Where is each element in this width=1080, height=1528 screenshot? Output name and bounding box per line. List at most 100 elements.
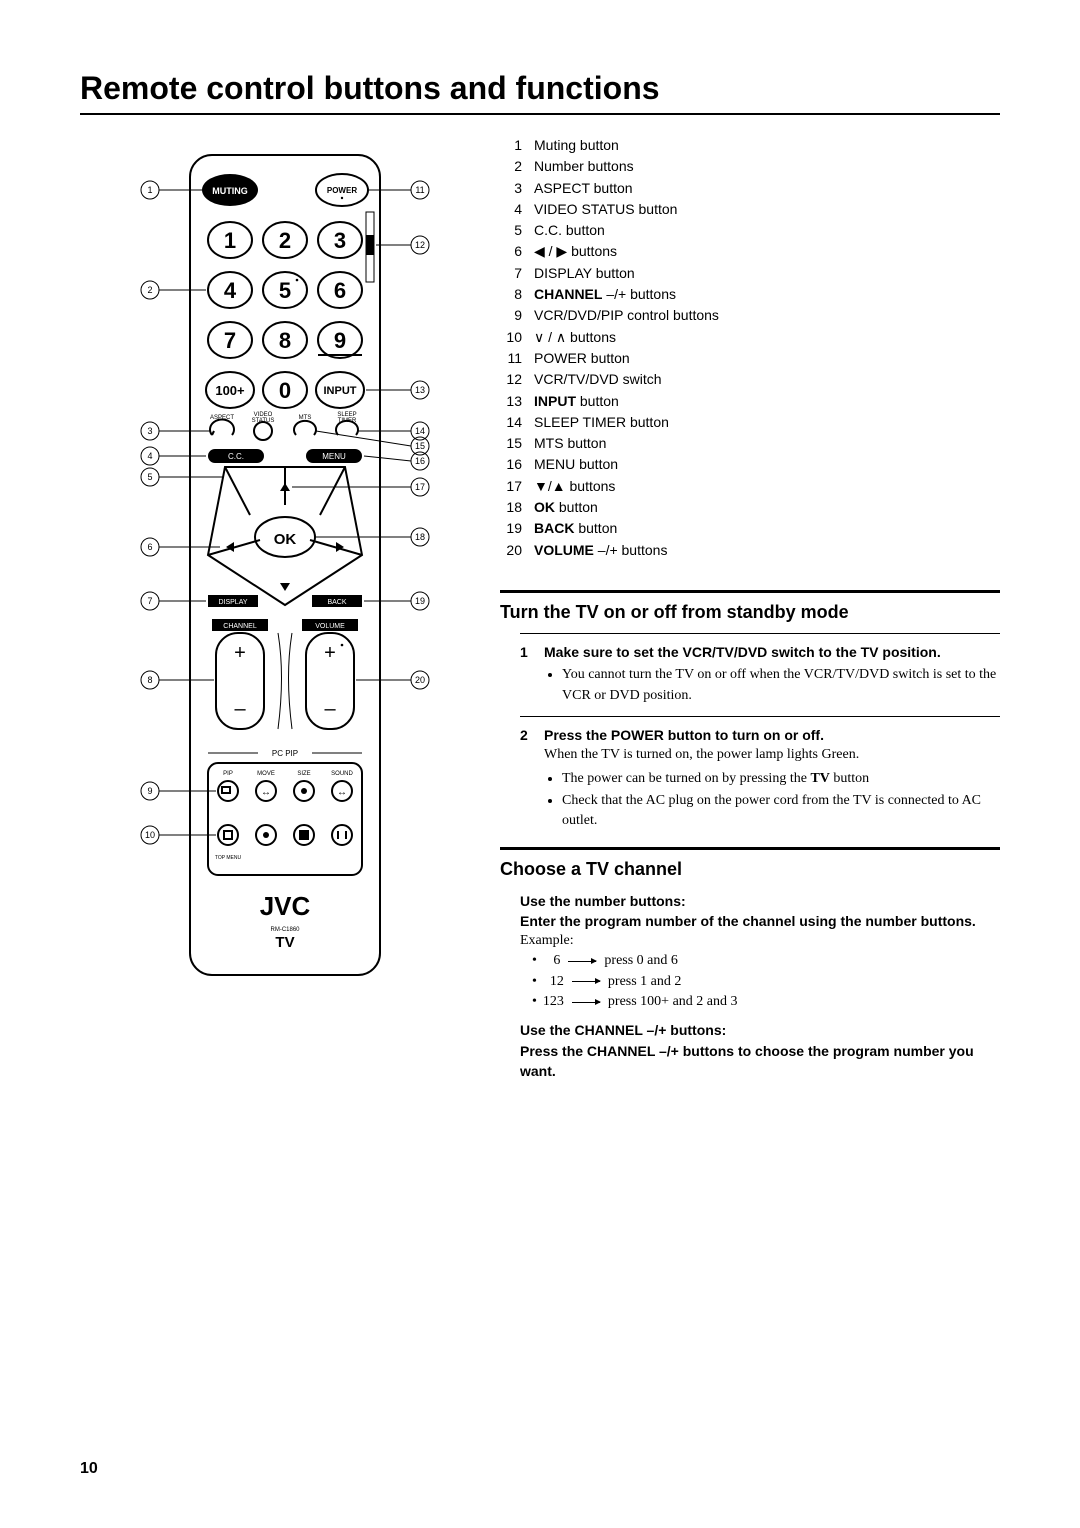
svg-text:PC PIP: PC PIP: [272, 749, 298, 758]
svg-text:SOUND: SOUND: [331, 771, 353, 777]
svg-text:16: 16: [415, 456, 425, 466]
svg-text:DISPLAY: DISPLAY: [218, 599, 247, 606]
step-number: 2: [520, 725, 534, 833]
button-list-row: 18OK button: [500, 497, 1000, 517]
svg-text:1: 1: [147, 185, 152, 195]
title-divider: [80, 113, 1000, 115]
svg-text:↔: ↔: [337, 787, 347, 798]
svg-text:BACK: BACK: [327, 599, 346, 606]
svg-text:INPUT: INPUT: [324, 385, 357, 397]
svg-text:VOLUME: VOLUME: [315, 623, 345, 630]
step-bullet: Check that the AC plug on the power cord…: [562, 791, 1000, 832]
sub-title: Use the CHANNEL –/+ buttons:: [520, 1020, 1000, 1040]
button-list-row: 9VCR/DVD/PIP control buttons: [500, 305, 1000, 325]
button-list-row: 19BACK button: [500, 518, 1000, 538]
sub-body: Press the CHANNEL –/+ buttons to choose …: [520, 1041, 1000, 1082]
button-list-row: 17▼/▲ buttons: [500, 476, 1000, 496]
svg-text:↔: ↔: [261, 787, 271, 798]
svg-text:TOP MENU: TOP MENU: [215, 855, 242, 861]
step-bullet: The power can be turned on by pressing t…: [562, 769, 1000, 789]
svg-text:MENU: MENU: [322, 452, 346, 461]
svg-text:–: –: [234, 698, 246, 720]
button-list-row: 7DISPLAY button: [500, 263, 1000, 283]
svg-text:14: 14: [415, 426, 425, 436]
button-list-row: 14SLEEP TIMER button: [500, 412, 1000, 432]
button-list-row: 3ASPECT button: [500, 178, 1000, 198]
svg-text:CHANNEL: CHANNEL: [223, 623, 257, 630]
button-list: 1Muting button2Number buttons3ASPECT but…: [500, 135, 1000, 560]
step-divider: [520, 716, 1000, 717]
example-row: • 12 press 1 and 2: [532, 972, 1000, 992]
step-bullet: You cannot turn the TV on or off when th…: [562, 665, 1000, 706]
button-list-row: 15MTS button: [500, 433, 1000, 453]
svg-text:C.C.: C.C.: [228, 452, 244, 461]
svg-text:8: 8: [147, 675, 152, 685]
svg-text:+: +: [324, 642, 336, 664]
step-number: 1: [520, 642, 534, 708]
section-heading-channel: Choose a TV channel: [500, 856, 1000, 882]
svg-text:7: 7: [147, 596, 152, 606]
svg-text:10: 10: [145, 830, 155, 840]
svg-text:6: 6: [147, 542, 152, 552]
svg-text:MUTING: MUTING: [212, 186, 248, 196]
button-list-row: 12VCR/TV/DVD switch: [500, 369, 1000, 389]
svg-text:JVC: JVC: [260, 891, 311, 921]
svg-text:SIZE: SIZE: [297, 771, 310, 777]
button-list-row: 16MENU button: [500, 454, 1000, 474]
remote-illustration: MUTING POWER 1 2 3 4 5 6 7 8 9 100+ 0 IN: [80, 135, 460, 1091]
svg-text:18: 18: [415, 532, 425, 542]
svg-text:1: 1: [224, 228, 236, 253]
svg-text:2: 2: [147, 285, 152, 295]
svg-text:0: 0: [279, 378, 291, 403]
svg-text:13: 13: [415, 385, 425, 395]
button-list-row: 5C.C. button: [500, 220, 1000, 240]
svg-text:17: 17: [415, 482, 425, 492]
svg-text:5: 5: [279, 278, 291, 303]
button-list-row: 2Number buttons: [500, 156, 1000, 176]
svg-text:15: 15: [415, 441, 425, 451]
button-list-row: 20VOLUME –/+ buttons: [500, 540, 1000, 560]
svg-text:POWER: POWER: [327, 186, 357, 195]
sub-title: Use the number buttons:: [520, 891, 1000, 911]
svg-text:20: 20: [415, 675, 425, 685]
svg-text:5: 5: [147, 472, 152, 482]
svg-text:7: 7: [224, 328, 236, 353]
svg-text:9: 9: [334, 328, 346, 353]
step-divider: [520, 633, 1000, 634]
svg-text:2: 2: [279, 228, 291, 253]
svg-text:12: 12: [415, 240, 425, 250]
svg-text:4: 4: [224, 278, 237, 303]
button-list-row: 8CHANNEL –/+ buttons: [500, 284, 1000, 304]
page-title: Remote control buttons and functions: [80, 70, 1000, 107]
svg-text:9: 9: [147, 786, 152, 796]
section-heading-standby: Turn the TV on or off from standby mode: [500, 599, 1000, 625]
svg-text:RM-C1860: RM-C1860: [270, 927, 300, 933]
svg-text:4: 4: [147, 451, 152, 461]
svg-text:6: 6: [334, 278, 346, 303]
button-list-row: 4VIDEO STATUS button: [500, 199, 1000, 219]
page-number: 10: [80, 1460, 98, 1478]
svg-text:+: +: [234, 642, 246, 664]
button-list-row: 6◀ / ▶ buttons: [500, 241, 1000, 261]
step-title: Press the POWER button to turn on or off…: [544, 725, 1000, 745]
svg-text:100+: 100+: [215, 383, 245, 398]
svg-text:OK: OK: [274, 531, 297, 548]
svg-text:3: 3: [334, 228, 346, 253]
svg-text:PIP: PIP: [223, 771, 233, 777]
svg-text:TV: TV: [275, 934, 294, 951]
example-row: • 6 press 0 and 6: [532, 951, 1000, 971]
svg-text:3: 3: [147, 426, 152, 436]
step-title: Make sure to set the VCR/TV/DVD switch t…: [544, 642, 1000, 662]
svg-text:–: –: [324, 698, 336, 720]
sub-title: Enter the program number of the channel …: [520, 911, 1000, 931]
section-divider: [500, 590, 1000, 593]
step-intro: When the TV is turned on, the power lamp…: [544, 745, 1000, 765]
remote-svg: MUTING POWER 1 2 3 4 5 6 7 8 9 100+ 0 IN: [80, 135, 460, 995]
svg-text:8: 8: [279, 328, 291, 353]
svg-text:11: 11: [415, 185, 424, 195]
button-list-row: 10∨ / ∧ buttons: [500, 327, 1000, 347]
section-divider: [500, 847, 1000, 850]
example-label: Example:: [520, 931, 1000, 951]
button-list-row: 1Muting button: [500, 135, 1000, 155]
button-list-row: 11POWER button: [500, 348, 1000, 368]
